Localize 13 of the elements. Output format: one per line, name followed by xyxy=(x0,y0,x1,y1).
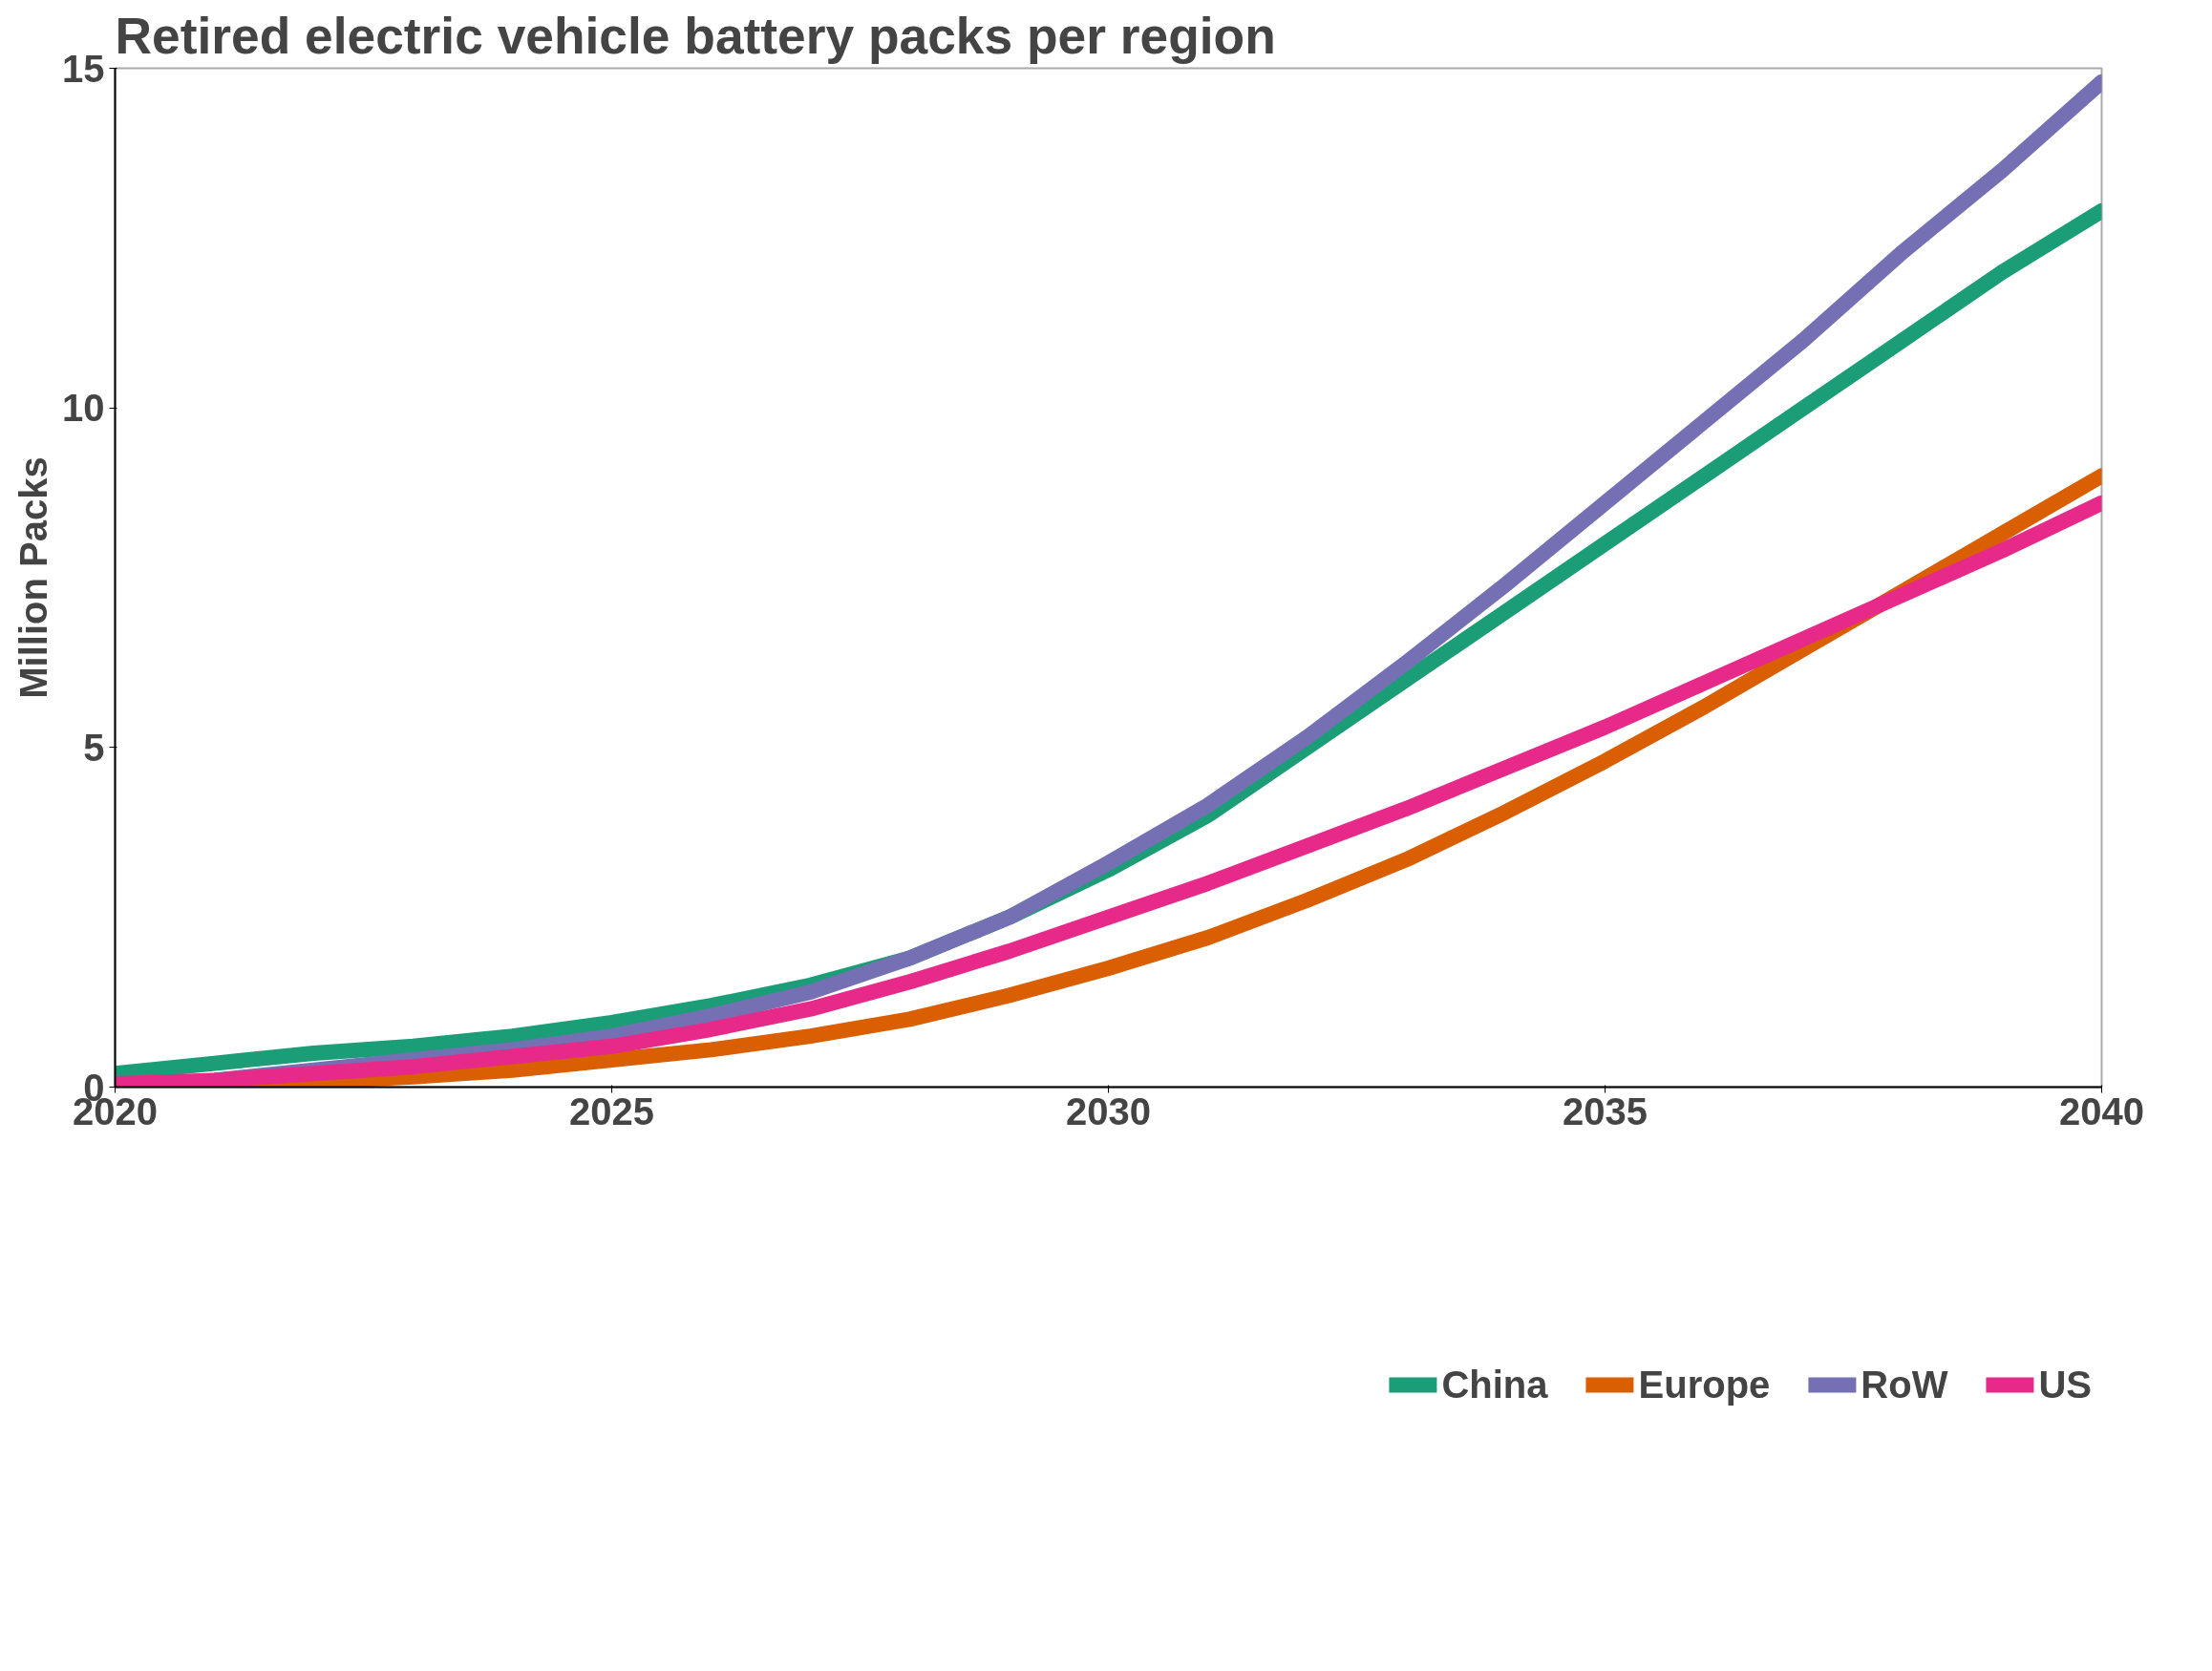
legend-label: RoW xyxy=(1861,1363,1948,1407)
y-tick-label: 10 xyxy=(62,387,105,430)
chart-title: Retired electric vehicle battery packs per region xyxy=(115,7,1276,64)
legend-label: US xyxy=(2038,1363,2092,1407)
legend-label: Europe xyxy=(1638,1363,1771,1407)
y-tick-label: 5 xyxy=(83,726,105,769)
x-tick-label: 2040 xyxy=(2059,1089,2144,1132)
x-tick-label: 2025 xyxy=(569,1089,654,1132)
y-axis-title: Million Packs xyxy=(12,456,55,699)
y-tick-label: 15 xyxy=(62,47,105,90)
legend-label: China xyxy=(1441,1363,1548,1407)
x-tick-label: 2030 xyxy=(1066,1089,1151,1132)
x-tick-label: 2035 xyxy=(1563,1089,1648,1132)
